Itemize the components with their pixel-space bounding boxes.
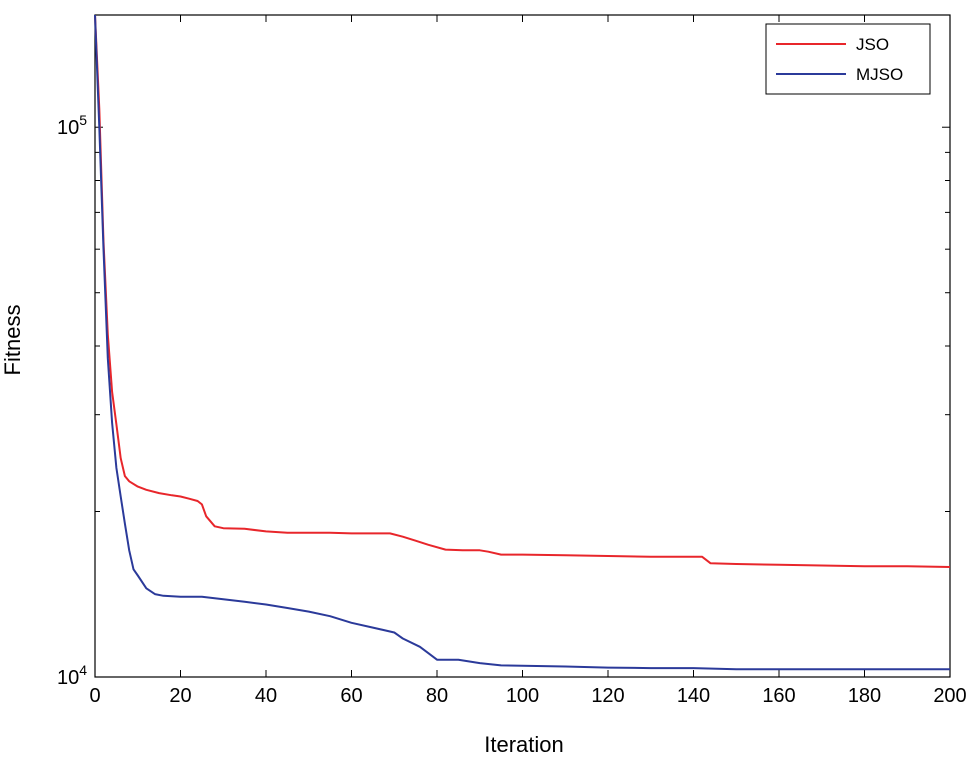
x-tick-label: 180	[848, 685, 881, 707]
x-tick-label: 80	[426, 685, 448, 707]
y-axis-title: Fitness	[0, 305, 25, 376]
series-line-jso	[94, 14, 951, 568]
x-tick-label: 20	[169, 685, 191, 707]
series-line-mjso	[94, 14, 950, 671]
x-tick-label: 140	[677, 685, 710, 707]
y-tick-label: 104	[57, 662, 87, 689]
x-tick-label: 40	[255, 685, 277, 707]
x-tick-label: 160	[762, 685, 795, 707]
x-tick-label: 120	[591, 685, 624, 707]
legend: JSO MJSO	[765, 23, 931, 95]
y-tick-label: 105	[57, 112, 87, 139]
x-tick-label: 100	[506, 685, 539, 707]
legend-box	[765, 23, 931, 95]
legend-label-jso: JSO	[856, 35, 889, 54]
plot-area	[94, 14, 951, 678]
legend-label-mjso: MJSO	[856, 65, 903, 84]
x-tick-label: 200	[933, 685, 966, 707]
x-axis-title: Iteration	[484, 732, 564, 757]
x-tick-label: 60	[340, 685, 362, 707]
x-tick-label: 0	[89, 685, 100, 707]
